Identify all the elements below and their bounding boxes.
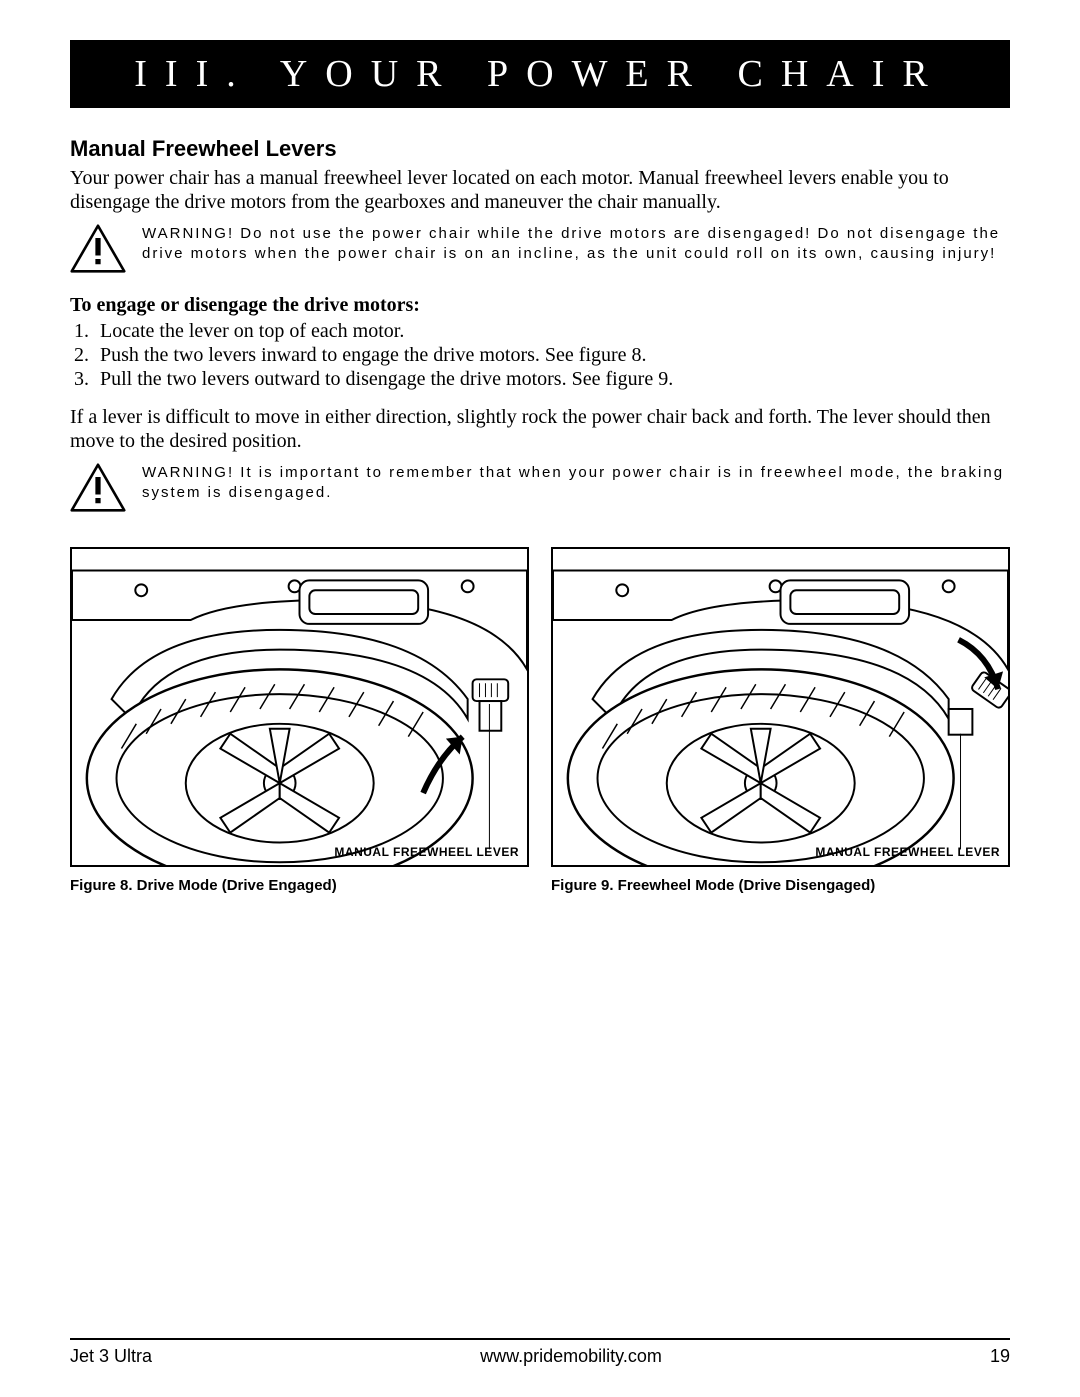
figure-9: MANUAL FREEWHEEL LEVER Figure 9. Freewhe…: [551, 547, 1010, 894]
figure-8-frame: MANUAL FREEWHEEL LEVER: [70, 547, 529, 867]
warning-block-2: WARNING! It is important to remember tha…: [70, 463, 1010, 517]
figure-8-caption: Figure 8. Drive Mode (Drive Engaged): [70, 877, 529, 894]
footer-left: Jet 3 Ultra: [70, 1346, 152, 1367]
note-paragraph: If a lever is difficult to move in eithe…: [70, 405, 1010, 453]
step-3: Pull the two levers outward to disengage…: [94, 367, 1010, 391]
figure-9-frame: MANUAL FREEWHEEL LEVER: [551, 547, 1010, 867]
figure-8: MANUAL FREEWHEEL LEVER Figure 8. Drive M…: [70, 547, 529, 894]
step-2: Push the two levers inward to engage the…: [94, 343, 1010, 367]
figure-9-caption: Figure 9. Freewheel Mode (Drive Disengag…: [551, 877, 1010, 894]
step-1: Locate the lever on top of each motor.: [94, 319, 1010, 343]
page-header: III. YOUR POWER CHAIR: [70, 40, 1010, 108]
section-title: Manual Freewheel Levers: [70, 136, 1010, 162]
lever-label-right: MANUAL FREEWHEEL LEVER: [815, 845, 1000, 859]
warning-icon: [70, 463, 126, 517]
instruction-steps: Locate the lever on top of each motor. P…: [70, 319, 1010, 391]
warning-text-1: WARNING! Do not use the power chair whil…: [142, 224, 1010, 263]
warning-block-1: WARNING! Do not use the power chair whil…: [70, 224, 1010, 278]
intro-paragraph: Your power chair has a manual freewheel …: [70, 166, 1010, 214]
footer-right: 19: [990, 1346, 1010, 1367]
warning-icon: [70, 224, 126, 278]
figure-9-illustration: [553, 549, 1008, 865]
warning-text-2: WARNING! It is important to remember tha…: [142, 463, 1010, 502]
instructions-title: To engage or disengage the drive motors:: [70, 294, 1010, 317]
figures-row: MANUAL FREEWHEEL LEVER Figure 8. Drive M…: [70, 547, 1010, 894]
page-footer: Jet 3 Ultra www.pridemobility.com 19: [70, 1338, 1010, 1367]
footer-center: www.pridemobility.com: [480, 1346, 662, 1367]
figure-8-illustration: [72, 549, 527, 865]
lever-label-left: MANUAL FREEWHEEL LEVER: [334, 845, 519, 859]
